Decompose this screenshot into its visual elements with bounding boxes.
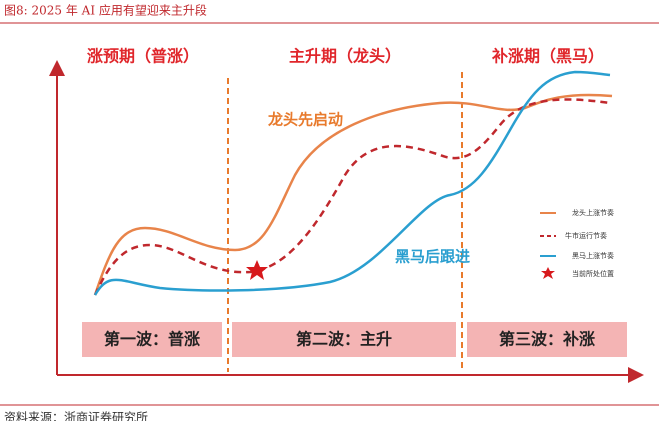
phase-label: 涨预期（普涨） [87, 47, 199, 66]
annotation: 龙头先启动 [267, 111, 343, 129]
title: 图8: 2025 年 AI 应用有望迎来主升段 [4, 3, 207, 18]
wave-box [232, 322, 456, 357]
legend-swatch [541, 267, 555, 279]
market-curve [93, 98, 611, 296]
phase-label: 补涨期（黑马） [491, 47, 604, 66]
annotation: 黑马后跟进 [395, 248, 470, 266]
phase-label: 主升期（龙头） [289, 47, 401, 66]
legend-label: 龙头上涨节奏 [572, 208, 614, 217]
legend-label: 黑马上涨节奏 [572, 251, 614, 260]
wave-label: 第一波：普涨 [104, 330, 200, 349]
legend-label: 牛市运行节奏 [565, 231, 607, 240]
darkhorse-curve [93, 70, 611, 296]
wave-box [467, 322, 627, 357]
wave-label: 第二波：主升 [296, 330, 392, 349]
wave-box [82, 322, 222, 357]
legend-label: 当前所处位置 [572, 269, 614, 278]
current-star [246, 260, 268, 280]
wave-label: 第三波：补涨 [499, 330, 595, 349]
leader-curve [93, 93, 613, 296]
source: 资料来源：浙商证券研究所 [4, 410, 148, 421]
